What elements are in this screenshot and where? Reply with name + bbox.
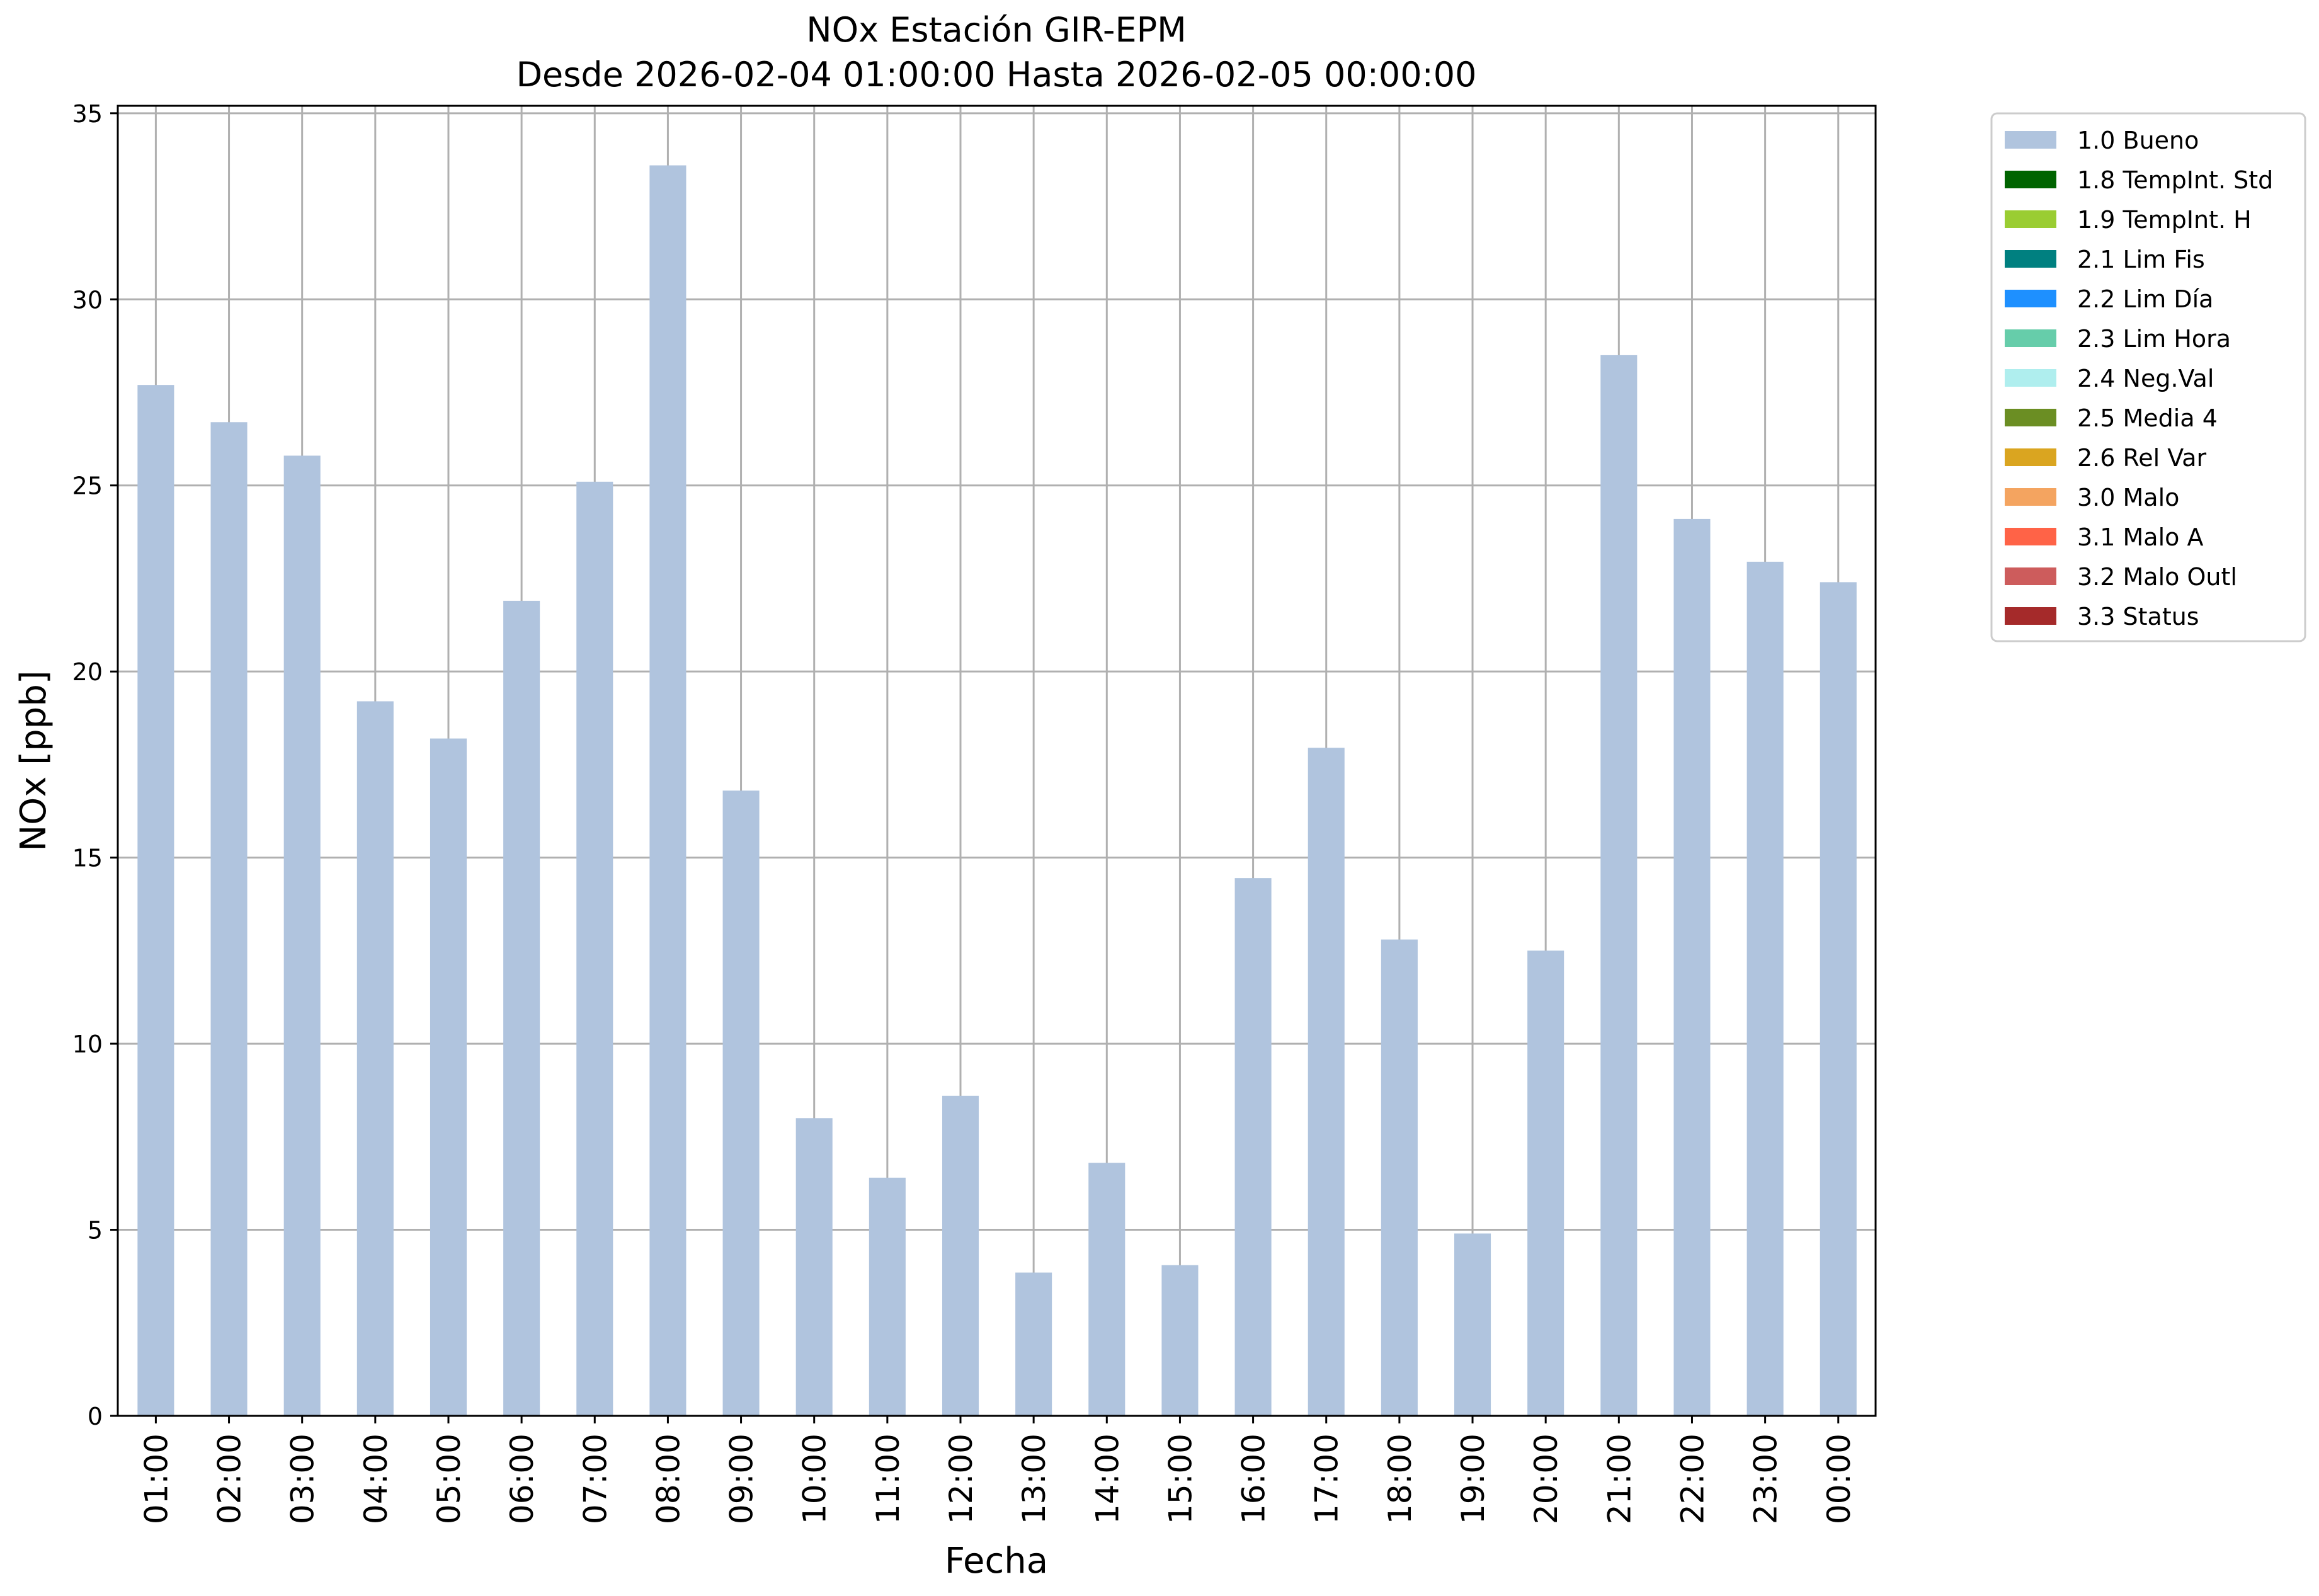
x-tick-label: 21:00 (1601, 1434, 1638, 1524)
x-tick-label: 12:00 (943, 1434, 979, 1524)
x-tick-label: 19:00 (1455, 1434, 1491, 1524)
x-tick-label: 00:00 (1821, 1434, 1857, 1524)
legend-swatch (2005, 369, 2056, 387)
legend-label: 3.3 Status (2077, 603, 2199, 630)
bar (942, 1095, 979, 1416)
y-tick-label: 35 (72, 100, 103, 128)
bar (1088, 1163, 1125, 1416)
bar (576, 481, 613, 1416)
legend-swatch (2005, 250, 2056, 268)
bar (356, 701, 394, 1416)
x-tick-label: 01:00 (138, 1434, 174, 1524)
y-tick-label: 10 (72, 1030, 103, 1058)
x-axis-label: Fecha (945, 1541, 1048, 1582)
legend-swatch (2005, 171, 2056, 188)
bar (1015, 1272, 1052, 1416)
y-tick-label: 25 (72, 472, 103, 500)
y-tick-label: 30 (72, 286, 103, 314)
y-axis-ticks: 0 5 10 15 20 25 30 35 (72, 100, 118, 1430)
chart-title: NOx Estación GIR-EPM (806, 10, 1187, 50)
y-tick-label: 15 (72, 845, 103, 872)
x-tick-label: 13:00 (1016, 1434, 1052, 1524)
x-tick-label: 15:00 (1162, 1434, 1199, 1524)
legend-swatch (2005, 448, 2056, 466)
bar (1454, 1233, 1491, 1416)
legend-swatch (2005, 528, 2056, 545)
legend-label: 1.0 Bueno (2077, 127, 2199, 154)
legend-label: 2.6 Rel Var (2077, 444, 2207, 472)
legend-swatch (2005, 329, 2056, 347)
legend-label: 2.3 Lim Hora (2077, 325, 2231, 353)
legend-label: 2.4 Neg.Val (2077, 365, 2214, 392)
bar (503, 600, 540, 1416)
bar (137, 385, 174, 1416)
x-tick-label: 16:00 (1236, 1434, 1272, 1524)
legend-swatch (2005, 567, 2056, 585)
x-tick-label: 22:00 (1674, 1434, 1711, 1524)
legend-label: 3.0 Malo (2077, 484, 2179, 511)
legend-label: 2.1 Lim Fis (2077, 246, 2205, 273)
bar (1820, 582, 1857, 1416)
x-tick-label: 02:00 (212, 1434, 248, 1524)
bar (1161, 1265, 1199, 1416)
bar (1308, 748, 1345, 1416)
x-tick-label: 17:00 (1309, 1434, 1345, 1524)
x-tick-label: 20:00 (1528, 1434, 1564, 1524)
legend-label: 1.8 TempInt. Std (2077, 166, 2273, 194)
legend-frame (1990, 112, 2306, 642)
legend-label: 3.2 Malo Outl (2077, 563, 2237, 591)
bar (1234, 878, 1272, 1416)
x-tick-label: 11:00 (870, 1434, 906, 1524)
bar (869, 1177, 906, 1416)
legend-swatch (2005, 131, 2056, 149)
legend-label: 2.2 Lim Día (2077, 285, 2213, 313)
x-tick-label: 18:00 (1382, 1434, 1418, 1524)
legend: 1.0 Bueno 1.8 TempInt. Std 1.9 TempInt. H 2… (1990, 112, 2306, 642)
x-tick-label: 14:00 (1089, 1434, 1125, 1524)
x-tick-label: 23:00 (1748, 1434, 1784, 1524)
legend-swatch (2005, 488, 2056, 506)
x-tick-label: 09:00 (724, 1434, 760, 1524)
legend-label: 1.9 TempInt. H (2077, 206, 2252, 234)
bar (430, 738, 467, 1416)
bar (283, 455, 321, 1416)
bar (1673, 518, 1711, 1416)
x-tick-label: 10:00 (797, 1434, 833, 1524)
bar (795, 1118, 833, 1416)
y-axis-label: NOx [ppb] (13, 670, 54, 851)
legend-label: 3.1 Malo A (2077, 523, 2203, 551)
x-tick-label: 07:00 (577, 1434, 613, 1524)
legend-label: 2.5 Media 4 (2077, 404, 2218, 432)
bars (137, 165, 1857, 1416)
chart-subtitle: Desde 2026-02-04 01:00:00 Hasta 2026-02-… (516, 55, 1476, 94)
x-tick-label: 06:00 (504, 1434, 540, 1524)
x-tick-label: 03:00 (285, 1434, 321, 1524)
bar (722, 790, 760, 1416)
y-tick-label: 20 (72, 658, 103, 686)
bar (1527, 950, 1564, 1416)
bar (1381, 939, 1418, 1416)
legend-swatch (2005, 607, 2056, 625)
x-tick-label: 08:00 (650, 1434, 687, 1524)
bar (1600, 355, 1638, 1416)
y-tick-label: 0 (88, 1403, 103, 1430)
x-axis-ticks: 01:00 02:00 03:00 04:00 05:00 06:00 07:00 08:00… (138, 1416, 1857, 1524)
y-tick-label: 5 (88, 1217, 103, 1245)
bar (210, 422, 248, 1416)
legend-swatch (2005, 210, 2056, 228)
x-tick-label: 04:00 (358, 1434, 394, 1524)
plot-frame (117, 105, 1877, 1417)
x-tick-label: 05:00 (431, 1434, 467, 1524)
bar (649, 165, 687, 1416)
legend-swatch (2005, 290, 2056, 307)
bar (1746, 561, 1784, 1416)
legend-swatch (2005, 409, 2056, 426)
